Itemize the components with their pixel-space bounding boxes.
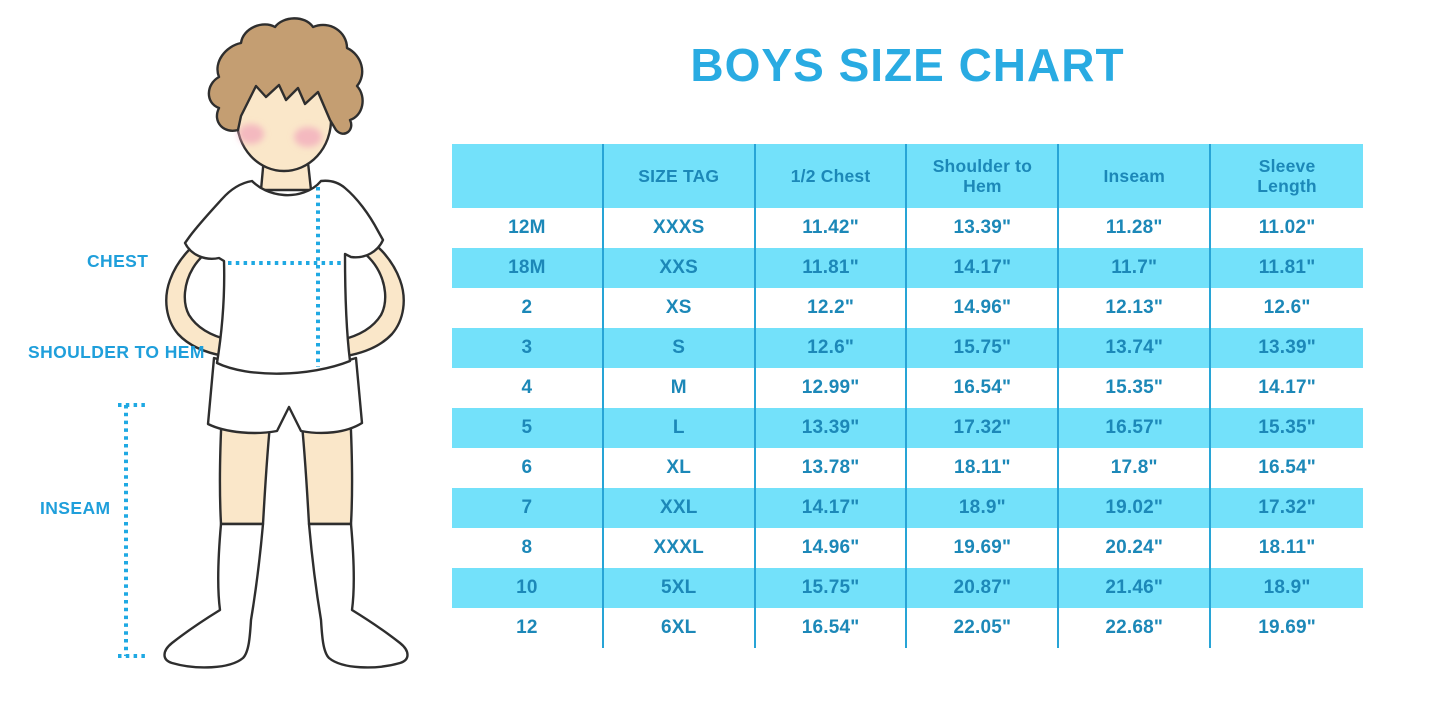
table-cell: 11.7" <box>1059 248 1212 288</box>
table-cell: 14.17" <box>907 248 1060 288</box>
table-cell: 14.17" <box>1258 377 1316 398</box>
table-cell: XXS <box>604 248 756 288</box>
table-cell: 12.2" <box>756 288 908 328</box>
table-cell: 17.32" <box>1258 497 1316 518</box>
table-row: 2 XS 12.2" 14.96" 12.13" 12.6" <box>452 288 1363 328</box>
table-cell: XXXL <box>604 528 756 568</box>
table-row: 5 L 13.39" 17.32" 16.57" 15.35" <box>452 408 1363 448</box>
blush-right-cheek <box>294 127 322 147</box>
table-row: 8 XXXL 14.96" 19.69" 20.24" 18.11" <box>452 528 1363 568</box>
column-header: SIZE TAG <box>604 144 756 208</box>
left-sock <box>163 522 265 669</box>
table-cell: XS <box>604 288 756 328</box>
size-chart-table: SIZE TAG 1/2 Chest Shoulder to Hem Inseam Sl… <box>452 144 1363 648</box>
table-row: 12M XXXS 11.42" 13.39" 11.28" 11.02" <box>452 208 1363 248</box>
table-cell: M <box>604 368 756 408</box>
table-cell: 15.35" <box>1059 368 1212 408</box>
table-cell: 20.87" <box>907 568 1060 608</box>
table-cell: 12.6" <box>1263 297 1311 318</box>
column-header: Inseam <box>1059 144 1212 208</box>
table-cell: 6XL <box>604 608 756 648</box>
table-cell: 12.13" <box>1059 288 1212 328</box>
table-cell: 17.8" <box>1059 448 1212 488</box>
table-cell: 13.39" <box>1258 337 1316 358</box>
table-cell: 22.68" <box>1059 608 1212 648</box>
page-title: BOYS SIZE CHART <box>690 39 1125 91</box>
boy-illustration: CHEST SHOULDER TO HEM INSEAM <box>0 0 450 723</box>
row-size-label: 3 <box>452 328 604 368</box>
table-cell: 13.39" <box>907 208 1060 248</box>
table-cell: 18.9" <box>1263 577 1311 598</box>
boy-figure-svg <box>118 17 409 669</box>
table-cell: XXL <box>604 488 756 528</box>
table-header-row: SIZE TAG 1/2 Chest Shoulder to Hem Inseam Sl… <box>452 144 1363 208</box>
inseam-label: INSEAM <box>40 498 111 518</box>
row-size-label: 12M <box>452 208 604 248</box>
table-cell: 14.96" <box>756 528 908 568</box>
table-cell: 15.75" <box>907 328 1060 368</box>
row-size-label: 2 <box>452 288 604 328</box>
row-size-label: 8 <box>452 528 604 568</box>
row-size-label: 18M <box>452 248 604 288</box>
table-cell: 15.35" <box>1258 417 1316 438</box>
row-size-label: 4 <box>452 368 604 408</box>
table-row: 3 S 12.6" 15.75" 13.74" 13.39" <box>452 328 1363 368</box>
table-cell: 17.32" <box>907 408 1060 448</box>
table-cell: 16.54" <box>907 368 1060 408</box>
row-size-label: 7 <box>452 488 604 528</box>
table-cell: 18.11" <box>907 448 1060 488</box>
table-cell: 19.69" <box>1258 617 1316 638</box>
table-cell: 11.28" <box>1059 208 1212 248</box>
table-row: 18M XXS 11.81" 14.17" 11.7" 11.81" <box>452 248 1363 288</box>
table-cell: 16.54" <box>756 608 908 648</box>
row-size-label: 5 <box>452 408 604 448</box>
table-cell: 20.24" <box>1059 528 1212 568</box>
hair <box>207 17 364 135</box>
row-size-label: 10 <box>452 568 604 608</box>
right-sock <box>307 522 409 669</box>
row-size-label: 6 <box>452 448 604 488</box>
table-cell: 18.11" <box>1258 537 1316 558</box>
table-cell: L <box>604 408 756 448</box>
table-cell: 16.57" <box>1059 408 1212 448</box>
column-header: Shoulder to Hem <box>907 144 1060 208</box>
table-cell: 14.96" <box>907 288 1060 328</box>
table-cell: 11.81" <box>756 248 908 288</box>
shoulder-to-hem-label: SHOULDER TO HEM <box>28 342 205 362</box>
table-row: 12 6XL 16.54" 22.05" 22.68" 19.69" <box>452 608 1363 648</box>
table-cell: 13.39" <box>756 408 908 448</box>
blush-left-cheek <box>238 124 264 144</box>
table-cell: 21.46" <box>1059 568 1212 608</box>
table-cell: 13.78" <box>756 448 908 488</box>
table-cell: 13.74" <box>1059 328 1212 368</box>
table-cell: 11.02" <box>1258 217 1316 238</box>
table-cell: 19.69" <box>907 528 1060 568</box>
table-cell: S <box>604 328 756 368</box>
t-shirt <box>183 179 385 375</box>
table-cell: 22.05" <box>907 608 1060 648</box>
table-row: 4 M 12.99" 16.54" 15.35" 14.17" <box>452 368 1363 408</box>
table-row: 10 5XL 15.75" 20.87" 21.46" 18.9" <box>452 568 1363 608</box>
column-header: Sleeve Length <box>1257 155 1317 196</box>
table-cell: 15.75" <box>756 568 908 608</box>
row-size-label: 12 <box>452 608 604 648</box>
table-cell: 11.42" <box>756 208 908 248</box>
table-cell: 16.54" <box>1258 457 1316 478</box>
table-cell: 12.6" <box>756 328 908 368</box>
chest-label: CHEST <box>87 251 149 271</box>
table-row: 6 XL 13.78" 18.11" 17.8" 16.54" <box>452 448 1363 488</box>
table-cell: 18.9" <box>907 488 1060 528</box>
table-cell: 11.81" <box>1258 257 1316 278</box>
table-row: 7 XXL 14.17" 18.9" 19.02" 17.32" <box>452 488 1363 528</box>
table-cell: 19.02" <box>1059 488 1212 528</box>
table-cell: 12.99" <box>756 368 908 408</box>
table-cell: XL <box>604 448 756 488</box>
table-cell: XXXS <box>604 208 756 248</box>
column-header: 1/2 Chest <box>756 144 908 208</box>
table-cell: 14.17" <box>756 488 908 528</box>
column-header <box>452 144 604 208</box>
table-cell: 5XL <box>604 568 756 608</box>
